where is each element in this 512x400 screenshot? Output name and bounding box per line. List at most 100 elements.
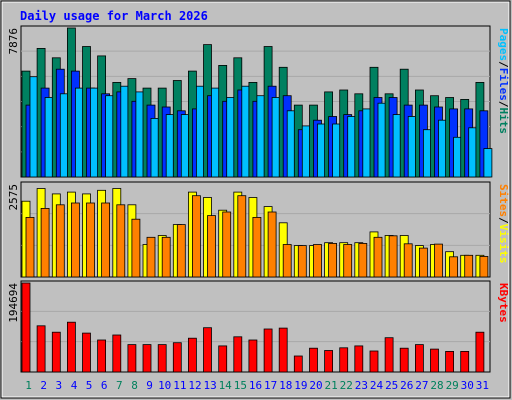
bar-kbytes-day-4	[67, 321, 76, 373]
bar-kbytes-day-29	[445, 350, 455, 373]
bar-kbytes-day-5	[82, 332, 91, 373]
y-max-label: 7876	[7, 28, 20, 55]
bar-sites-day-2	[40, 207, 50, 278]
bar-kbytes-day-1	[21, 282, 31, 373]
bar-kbytes-day-14	[218, 345, 228, 373]
bar-pages-day-2	[44, 97, 54, 178]
y-axis-label-part: /	[497, 61, 510, 68]
bar-sites-day-9	[146, 236, 156, 278]
bar-kbytes-day-24	[369, 350, 379, 373]
x-tick-label-day-31: 31	[476, 379, 489, 392]
y-axis-series-label: Sites/Visits	[497, 184, 510, 264]
y-max-label: 194694	[7, 283, 20, 323]
bar-sites-day-15	[237, 195, 247, 278]
x-tick-label-day-2: 2	[40, 379, 47, 392]
x-tick-label-day-8: 8	[131, 379, 138, 392]
y-axis-label-part: /	[497, 217, 510, 224]
bar-kbytes-day-16	[248, 339, 258, 373]
bar-pages-day-23	[362, 108, 372, 178]
x-tick-label-day-27: 27	[415, 379, 428, 392]
bar-kbytes-day-15	[233, 336, 243, 373]
x-tick-label-day-16: 16	[249, 379, 262, 392]
x-tick-label-day-5: 5	[86, 379, 93, 392]
bar-sites-day-25	[388, 235, 398, 278]
y-max-label: 2575	[7, 184, 20, 211]
x-tick-label-day-21: 21	[324, 379, 337, 392]
x-tick-label-day-1: 1	[25, 379, 32, 392]
bar-kbytes-day-28	[430, 348, 439, 373]
bar-sites-day-21	[328, 242, 338, 278]
bar-sites-day-31	[479, 255, 489, 278]
bar-sites-day-27	[418, 247, 428, 278]
x-tick-label-day-28: 28	[430, 379, 443, 392]
panel-kbytes: 194694 KBytes	[7, 280, 510, 373]
bar-kbytes-day-19	[293, 355, 303, 373]
y-axis-label-part: /	[497, 101, 510, 108]
bar-sites-day-20	[313, 244, 322, 278]
bar-sites-day-5	[86, 202, 95, 278]
chart-title: Daily usage for March 2026	[20, 9, 208, 23]
x-tick-label-day-13: 13	[203, 379, 216, 392]
bar-kbytes-day-18	[278, 327, 288, 373]
x-tick-label-day-22: 22	[340, 379, 353, 392]
bar-pages-day-6	[105, 95, 114, 178]
y-axis-series-label: Pages/Files/Hits	[497, 28, 510, 134]
x-tick-label-day-23: 23	[355, 379, 368, 392]
bar-sites-day-10	[161, 236, 171, 278]
x-tick-label-day-18: 18	[279, 379, 292, 392]
x-tick-label-day-11: 11	[173, 379, 186, 392]
bar-sites-day-19	[297, 245, 307, 278]
bar-kbytes-day-22	[339, 347, 349, 373]
bar-sites-day-13	[207, 215, 216, 278]
bar-sites-day-6	[101, 202, 110, 278]
bar-sites-day-29	[449, 256, 459, 278]
bar-kbytes-day-6	[97, 339, 106, 373]
bar-kbytes-day-27	[414, 344, 424, 373]
bar-sites-day-26	[403, 243, 413, 278]
x-tick-label-day-14: 14	[219, 379, 233, 392]
x-tick-label-day-25: 25	[385, 379, 398, 392]
x-tick-label-day-15: 15	[234, 379, 247, 392]
x-tick-label-day-29: 29	[446, 379, 459, 392]
bar-sites-day-23	[358, 242, 368, 278]
bar-sites-day-24	[373, 236, 383, 278]
bar-kbytes-day-17	[263, 328, 273, 373]
panel-hits-files-pages: 7876 Pages/Files/Hits	[7, 25, 510, 178]
bar-sites-day-11	[176, 224, 186, 278]
bar-kbytes-day-7	[112, 334, 122, 373]
bar-kbytes-day-11	[172, 342, 182, 373]
bar-kbytes-day-12	[187, 337, 197, 373]
bar-kbytes-day-23	[354, 345, 364, 373]
bar-sites-day-17	[267, 211, 277, 278]
y-axis-label-part: Pages	[497, 28, 510, 61]
bar-sites-day-12	[191, 195, 201, 278]
bar-sites-day-28	[434, 243, 443, 278]
bar-sites-day-16	[252, 216, 262, 278]
x-tick-label-day-19: 19	[294, 379, 307, 392]
bar-kbytes-day-13	[203, 327, 212, 373]
x-tick-label-day-3: 3	[55, 379, 62, 392]
panel-visits-sites: 2575 Sites/Visits	[7, 181, 510, 278]
bar-kbytes-day-2	[36, 325, 46, 373]
bar-sites-day-3	[55, 204, 65, 278]
x-tick-label-day-20: 20	[309, 379, 322, 392]
x-tick-label-day-12: 12	[188, 379, 201, 392]
bar-sites-day-22	[343, 244, 353, 278]
bar-kbytes-day-3	[51, 331, 61, 373]
bar-kbytes-day-9	[142, 344, 152, 373]
bar-kbytes-day-26	[399, 347, 409, 373]
bar-kbytes-day-25	[384, 337, 394, 373]
bar-pages-day-31	[483, 148, 493, 178]
bar-kbytes-day-10	[157, 344, 167, 373]
x-tick-label-day-17: 17	[264, 379, 277, 392]
bar-kbytes-day-30	[460, 350, 470, 373]
bar-kbytes-day-20	[309, 347, 318, 373]
bar-pages-day-16	[256, 95, 266, 178]
x-axis-day-labels: 1 2 3 4 5 6 7 8 9 10 11 12 13 14 15 16 17 18 19 20 21 22 23 24 2…	[25, 379, 489, 392]
x-tick-label-day-30: 30	[461, 379, 474, 392]
bar-kbytes-day-8	[127, 344, 137, 373]
y-axis-label-part: Sites	[497, 184, 510, 217]
bar-sites-day-30	[464, 254, 474, 278]
bar-sites-day-18	[282, 244, 292, 278]
